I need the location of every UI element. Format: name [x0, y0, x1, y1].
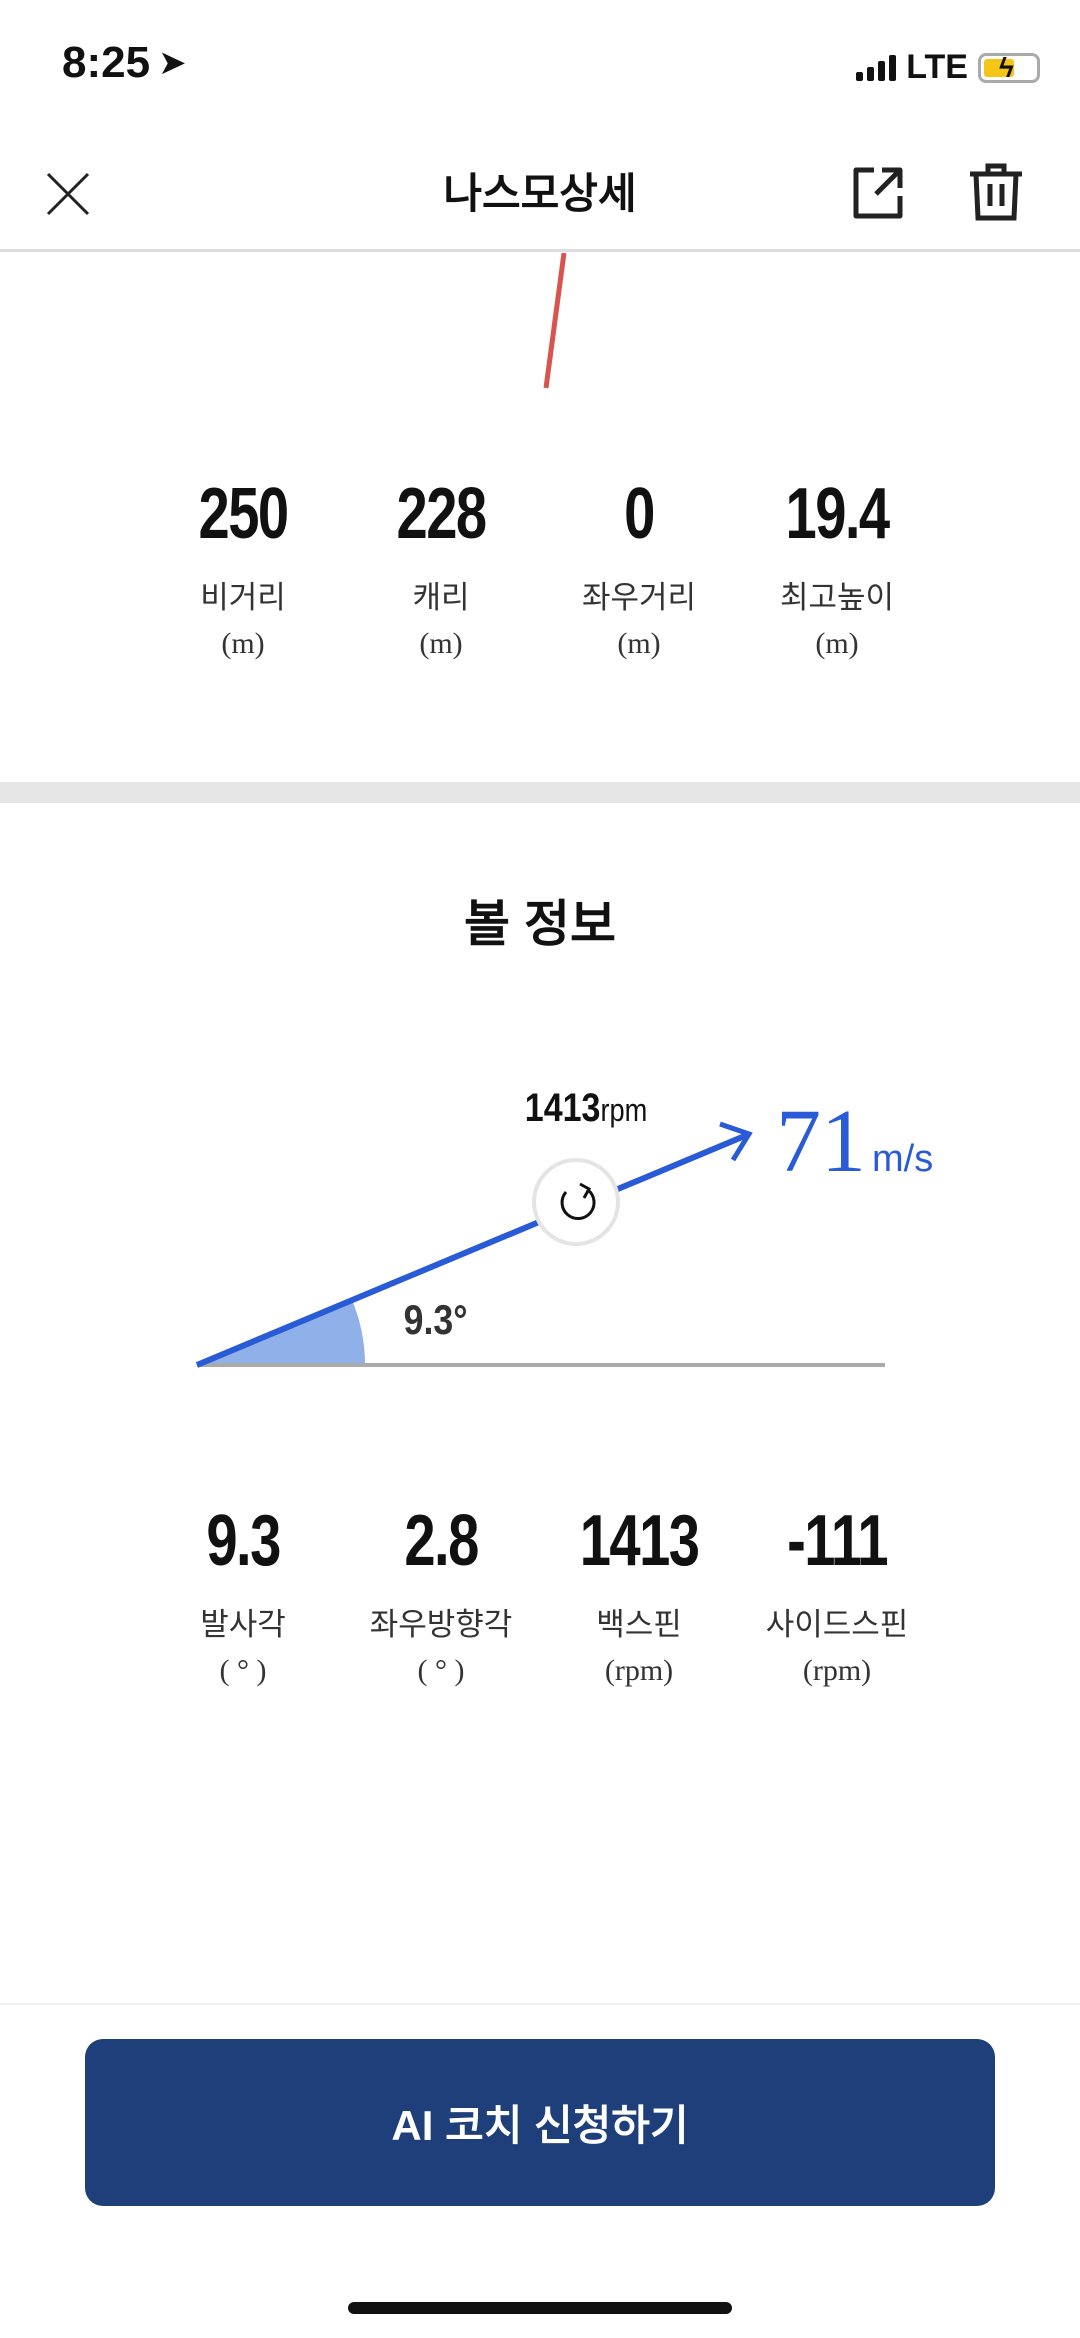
stat-side-distance: 0 좌우거리 (m)	[540, 478, 738, 661]
stat-value: 250	[198, 474, 289, 554]
stat-backspin: 1413 백스핀 (rpm)	[540, 1505, 738, 1688]
stat-unit: (m)	[221, 627, 265, 660]
stat-max-height: 19.4 최고높이 (m)	[738, 478, 936, 661]
stat-unit: (m)	[617, 627, 661, 660]
section-title: 볼 정보	[464, 896, 616, 952]
location-arrow-icon: ➤	[158, 44, 187, 82]
spin-unit: rpm	[600, 1092, 648, 1128]
stat-label: 캐리	[412, 580, 470, 615]
shot-stats-row: 250 비거리 (m) 228 캐리 (m) 0 좌우거리 (m) 19.4 최고높이 (m)	[0, 478, 1080, 661]
trajectory-line	[543, 253, 567, 389]
stat-carry: 228 캐리 (m)	[342, 478, 540, 661]
stat-unit: (m)	[419, 627, 463, 660]
stat-label: 사이드스핀	[765, 1607, 909, 1642]
arrow-head-icon	[719, 1121, 753, 1162]
speed-unit: m/s	[872, 1138, 934, 1180]
stat-value: 228	[396, 474, 487, 554]
bottom-bar	[0, 2003, 1080, 2338]
stat-direction-angle: 2.8 좌우방향각( ° )	[342, 1505, 540, 1688]
stat-unit: (rpm)	[802, 1654, 872, 1687]
spin-badge	[532, 1158, 620, 1246]
close-button[interactable]	[36, 160, 100, 224]
stat-value: -111	[787, 1501, 889, 1581]
stat-value: 2.8	[404, 1501, 479, 1581]
stat-value: 19.4	[785, 474, 890, 554]
share-button[interactable]	[846, 160, 910, 224]
stat-unit: ( ° )	[417, 1654, 465, 1687]
stat-value: 0	[624, 474, 655, 554]
launch-direction-arrow	[195, 1132, 749, 1368]
spin-label: 1413rpm	[525, 1086, 647, 1131]
stat-unit: ( ° )	[219, 1654, 267, 1687]
section-divider	[0, 782, 1080, 803]
top-nav: 나스모상세	[0, 130, 1080, 252]
stat-value: 1413	[579, 1501, 700, 1581]
ai-coach-apply-button[interactable]: AI 코치 신청하기	[85, 2039, 995, 2206]
stat-label: 최고높이	[779, 580, 895, 615]
stat-launch-angle: 9.3 발사각( ° )	[144, 1505, 342, 1688]
stat-label: 좌우방향각	[369, 1607, 513, 1642]
battery-charging-icon: ϟ	[978, 52, 1040, 83]
signal-icon	[856, 54, 897, 81]
stat-label: 백스핀	[596, 1607, 682, 1642]
launch-diagram	[195, 1121, 885, 1368]
share-icon	[853, 167, 903, 219]
status-indicators: LTE ϟ	[856, 48, 1040, 87]
rotate-icon	[560, 1182, 596, 1221]
status-time: 8:25 ➤	[62, 38, 187, 88]
trash-icon	[970, 163, 1022, 221]
home-indicator[interactable]	[348, 2302, 732, 2314]
delete-button[interactable]	[964, 160, 1028, 224]
time-text: 8:25	[62, 38, 151, 87]
stat-unit: (rpm)	[604, 1654, 674, 1687]
network-label: LTE	[906, 48, 968, 86]
ball-stats-row: 9.3 발사각( ° ) 2.8 좌우방향각( ° ) 1413 백스핀 (rpm) -…	[0, 1505, 1080, 1688]
stat-value: 9.3	[206, 1501, 281, 1581]
stat-label: 좌우거리	[581, 580, 697, 615]
angle-label: 9.3°	[403, 1296, 468, 1343]
speed-label: 71 m/s	[776, 1090, 933, 1193]
page-title: 나스모상세	[443, 170, 637, 217]
stat-label: 비거리	[200, 580, 286, 615]
stat-unit: (m)	[815, 627, 859, 660]
stat-total-distance: 250 비거리 (m)	[144, 478, 342, 661]
speed-value: 71	[776, 1092, 866, 1191]
spin-value: 1413	[524, 1086, 601, 1130]
stat-label: 발사각	[200, 1607, 286, 1642]
stat-sidespin: -111 사이드스핀 (rpm)	[738, 1505, 936, 1688]
close-icon	[46, 172, 90, 216]
